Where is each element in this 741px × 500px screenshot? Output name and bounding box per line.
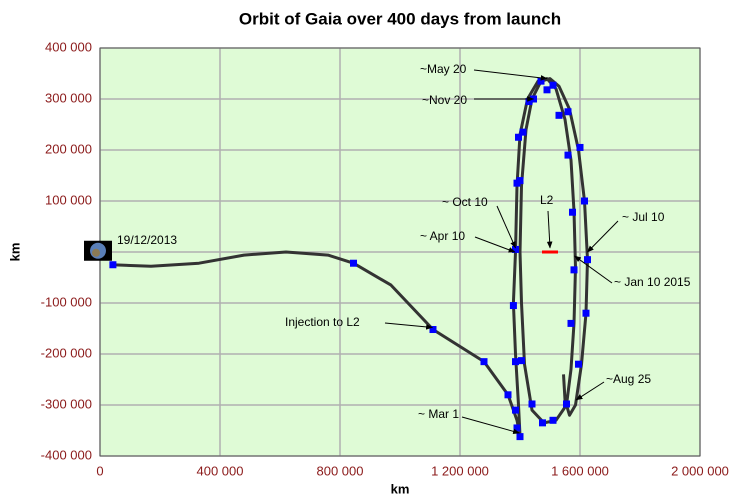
- y-tick-label: -300 000: [41, 396, 92, 411]
- annotation-label: ~ Jan 10 2015: [614, 275, 691, 289]
- annotation-label: ~May 20: [420, 62, 467, 76]
- annotation-label: ~ Apr 10: [420, 229, 465, 243]
- x-tick-label: 2 000 000: [671, 463, 729, 478]
- point-marker: [567, 319, 575, 327]
- annotation-label: L2: [540, 193, 554, 207]
- point-marker: [581, 197, 588, 205]
- point-marker: [513, 424, 521, 432]
- annotation-label: ~Aug 25: [606, 372, 651, 386]
- point-marker: [576, 143, 584, 151]
- y-tick-label: -400 000: [41, 447, 92, 462]
- start-label: 19/12/2013: [117, 233, 177, 247]
- point-marker: [512, 406, 519, 414]
- chart-title: Orbit of Gaia over 400 days from launch: [239, 9, 561, 28]
- trajectory: [111, 77, 589, 438]
- annotation-arrow: [546, 210, 553, 249]
- point-marker: [582, 309, 590, 317]
- point-marker: [564, 108, 572, 116]
- point-marker: [109, 261, 117, 269]
- annotation-label: Injection to L2: [285, 315, 360, 329]
- x-tick-label: 800 000: [317, 463, 364, 478]
- y-axis-label: km: [7, 243, 22, 262]
- annotation-label: ~ Mar 1: [418, 407, 459, 421]
- point-marker: [512, 358, 519, 366]
- annotation-arrow: [575, 381, 605, 401]
- point-marker: [563, 400, 570, 408]
- annotation-arrow: [496, 205, 516, 249]
- point-marker: [549, 81, 557, 89]
- x-tick-label: 1 600 000: [551, 463, 609, 478]
- point-marker: [555, 111, 563, 119]
- point-marker: [509, 302, 517, 310]
- point-marker: [549, 416, 557, 424]
- annotation-arrow: [461, 416, 521, 435]
- point-marker: [515, 133, 522, 141]
- annotation-arrow: [384, 322, 434, 330]
- point-marker: [539, 419, 546, 427]
- y-tick-label: -100 000: [41, 294, 92, 309]
- annotation-arrow: [474, 236, 516, 253]
- x-tick-label: 1 200 000: [431, 463, 489, 478]
- point-marker: [516, 433, 524, 441]
- y-tick-label: 300 000: [45, 90, 92, 105]
- point-marker: [518, 357, 525, 365]
- earth-land: [92, 248, 100, 257]
- x-tick-label: 0: [96, 463, 103, 478]
- point-marker: [569, 208, 576, 216]
- annotation-arrow: [574, 255, 613, 284]
- point-marker: [519, 128, 527, 136]
- annotation-label: ~Nov 20: [422, 93, 467, 107]
- point-marker: [543, 86, 551, 94]
- y-tick-label: 100 000: [45, 192, 92, 207]
- point-marker: [537, 77, 545, 85]
- x-axis-label: km: [391, 481, 410, 496]
- annotation-arrow: [473, 69, 548, 81]
- point-marker: [575, 360, 582, 368]
- point-marker: [570, 266, 578, 274]
- y-tick-label: -200 000: [41, 345, 92, 360]
- y-tick-label: 200 000: [45, 141, 92, 156]
- annotation-label: ~ Oct 10: [442, 195, 488, 209]
- point-marker: [584, 256, 591, 264]
- point-marker: [350, 259, 357, 267]
- point-marker: [516, 177, 524, 185]
- point-marker: [504, 391, 512, 399]
- point-marker: [564, 151, 572, 159]
- annotation-label: ~ Jul 10: [622, 210, 665, 224]
- point-marker: [528, 400, 536, 408]
- y-tick-label: 400 000: [45, 39, 92, 54]
- point-marker: [480, 358, 488, 366]
- annotation-arrow: [587, 220, 619, 253]
- x-tick-label: 400 000: [197, 463, 244, 478]
